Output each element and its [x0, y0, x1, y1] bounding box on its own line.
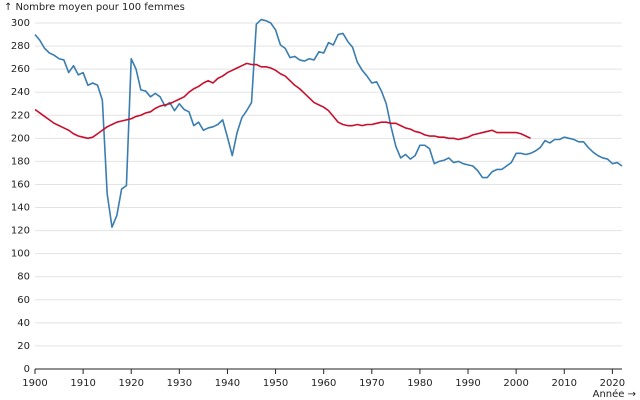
- x-tick-label: 1920: [119, 378, 144, 389]
- y-tick-label: 80: [17, 272, 30, 283]
- x-tick-label: 1910: [70, 378, 95, 389]
- y-tick-label: 120: [11, 226, 30, 237]
- y-tick-label: 60: [17, 295, 30, 306]
- y-tick-label: 180: [11, 156, 30, 167]
- y-tick-label: 0: [24, 364, 30, 375]
- y-tick-label: 100: [11, 249, 30, 260]
- x-tick-label: 2000: [503, 378, 528, 389]
- y-tick-label: 240: [11, 87, 30, 98]
- data-line: [34, 18, 623, 228]
- x-tick-label: 1930: [167, 378, 192, 389]
- y-tick-label: 160: [11, 179, 30, 190]
- x-tick-label: 1980: [407, 378, 432, 389]
- y-tick-label: 40: [17, 318, 30, 329]
- x-tick-label: 1960: [311, 378, 336, 389]
- x-tick-label: 2020: [600, 378, 625, 389]
- x-tick-label: 1950: [263, 378, 288, 389]
- x-axis-label: Année →: [593, 388, 636, 400]
- y-tick-label: 300: [11, 18, 30, 29]
- x-tick-label: 1900: [22, 378, 47, 389]
- x-tick-label: 1990: [455, 378, 480, 389]
- x-tick-label: 2010: [552, 378, 577, 389]
- y-tick-label: 220: [11, 110, 30, 121]
- y-tick-label: 260: [11, 64, 30, 75]
- x-tick-label: 1970: [359, 378, 384, 389]
- data-line: [34, 62, 531, 141]
- y-tick-label: 280: [11, 41, 30, 52]
- y-tick-label: 200: [11, 133, 30, 144]
- y-tick-label: 140: [11, 203, 30, 214]
- y-axis-label: ↑ Nombre moyen pour 100 femmes: [4, 2, 185, 13]
- y-tick-label: 20: [17, 341, 30, 352]
- x-tick-label: 1940: [215, 378, 240, 389]
